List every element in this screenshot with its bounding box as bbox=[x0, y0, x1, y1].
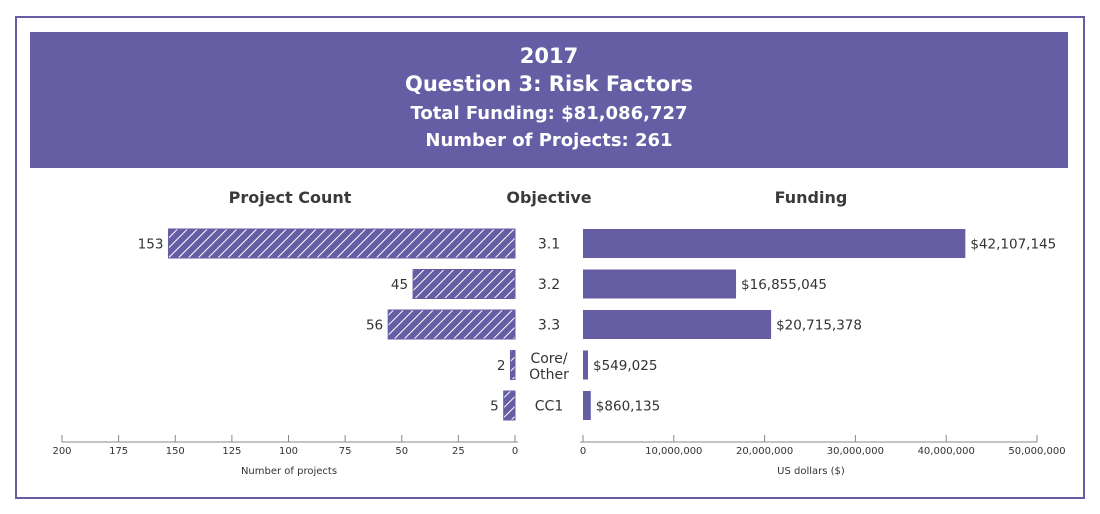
left-tick-label: 200 bbox=[52, 446, 71, 457]
left-tick-label: 0 bbox=[512, 446, 518, 457]
right-tick-label: 20,000,000 bbox=[736, 446, 793, 457]
project-count-bar bbox=[509, 350, 516, 380]
objective-label: Other bbox=[529, 367, 569, 383]
left-axis-label: Number of projects bbox=[241, 466, 337, 477]
project-count-bar bbox=[412, 269, 516, 299]
project-count-label: 5 bbox=[490, 399, 499, 415]
right-tick-label: 10,000,000 bbox=[645, 446, 702, 457]
funding-bar bbox=[583, 391, 591, 420]
left-panel-header: Project Count bbox=[229, 188, 352, 207]
category-header: Objective bbox=[506, 188, 591, 207]
funding-bar bbox=[583, 229, 966, 258]
right-tick-label: 40,000,000 bbox=[918, 446, 975, 457]
right-tick-label: 0 bbox=[580, 446, 586, 457]
banner-num-projects: Number of Projects: 261 bbox=[425, 130, 673, 151]
left-tick-label: 75 bbox=[339, 446, 352, 457]
funding-label: $20,715,378 bbox=[776, 318, 862, 334]
chart-frame bbox=[15, 16, 1085, 499]
project-count-bar bbox=[167, 228, 516, 259]
right-tick-label: 50,000,000 bbox=[1008, 446, 1065, 457]
left-tick-label: 50 bbox=[395, 446, 408, 457]
objective-label: 3.2 bbox=[538, 277, 560, 293]
funding-bar bbox=[583, 350, 588, 380]
project-count-bar bbox=[387, 309, 516, 340]
banner-title: Question 3: Risk Factors bbox=[405, 72, 693, 96]
title-banner: 2017 Question 3: Risk Factors Total Fund… bbox=[30, 32, 1068, 168]
banner-total-funding: Total Funding: $81,086,727 bbox=[410, 103, 688, 124]
funding-label: $549,025 bbox=[593, 358, 657, 374]
banner-year: 2017 bbox=[519, 44, 579, 68]
funding-label: $16,855,045 bbox=[741, 277, 827, 293]
project-count-label: 2 bbox=[497, 358, 506, 374]
project-count-label: 45 bbox=[391, 277, 408, 293]
objective-label: CC1 bbox=[535, 399, 563, 415]
objective-label: Core/ bbox=[530, 351, 567, 367]
left-tick-label: 125 bbox=[222, 446, 241, 457]
funding-label: $860,135 bbox=[596, 399, 660, 415]
left-tick-label: 175 bbox=[109, 446, 128, 457]
funding-label: $42,107,145 bbox=[970, 237, 1056, 253]
left-tick-label: 150 bbox=[166, 446, 185, 457]
right-axis-label: US dollars ($) bbox=[777, 466, 845, 477]
objective-label: 3.1 bbox=[538, 237, 560, 253]
left-tick-label: 25 bbox=[452, 446, 465, 457]
objective-label: 3.3 bbox=[538, 318, 560, 334]
project-count-bar bbox=[503, 390, 516, 421]
right-panel-header: Funding bbox=[775, 188, 848, 207]
funding-bar bbox=[583, 310, 772, 339]
project-count-label: 56 bbox=[366, 318, 383, 334]
project-count-label: 153 bbox=[138, 237, 164, 253]
right-tick-label: 30,000,000 bbox=[827, 446, 884, 457]
funding-bar bbox=[583, 269, 737, 299]
left-tick-label: 100 bbox=[279, 446, 298, 457]
